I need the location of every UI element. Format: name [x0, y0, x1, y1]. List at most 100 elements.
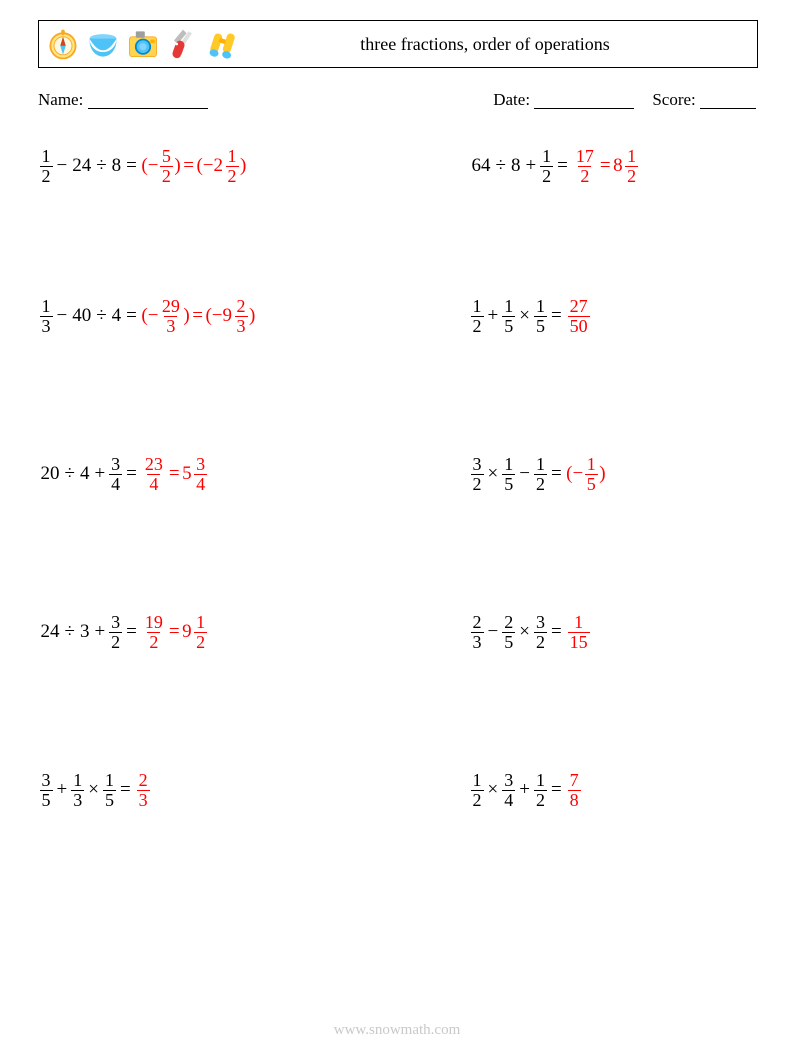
operator: × — [485, 779, 501, 801]
header-box: three fractions, order of operations — [38, 20, 758, 68]
fraction: 78 — [566, 771, 582, 810]
footer-url: www.snowmath.com — [0, 1022, 794, 1039]
operator: ÷ — [94, 155, 109, 177]
integer: 24 — [70, 155, 94, 177]
fraction: 2750 — [566, 297, 591, 336]
integer: 4 — [77, 463, 92, 485]
integer: 24 — [38, 621, 62, 643]
problem-cell: 12+15×15=2750 — [397, 285, 756, 336]
operator: − — [485, 621, 501, 643]
problem-cell: 24÷3+32=192=912 — [38, 601, 397, 652]
math-expression: 24÷3+32=192=912 — [38, 613, 209, 652]
fraction: 32 — [469, 455, 485, 494]
operator: ÷ — [62, 621, 77, 643]
fraction: 13 — [38, 297, 54, 336]
answer-part: 78 — [566, 771, 582, 810]
fraction: 15 — [101, 771, 117, 810]
operator: = — [548, 621, 564, 643]
operator: × — [517, 305, 533, 327]
problem-cell: 35+13×15=23 — [38, 759, 397, 810]
operator: = — [181, 155, 197, 177]
math-expression: 20÷4+34=234=534 — [38, 455, 209, 494]
integer: 8 — [109, 155, 124, 177]
operator: + — [92, 621, 108, 643]
operator: = — [166, 621, 182, 643]
worksheet-title: three fractions, order of operations — [241, 34, 757, 55]
integer: 4 — [109, 305, 124, 327]
operator: ÷ — [493, 155, 508, 177]
operator: + — [523, 155, 539, 177]
fraction: 12 — [532, 455, 548, 494]
fraction: 192 — [141, 613, 166, 652]
problem-row: 13−40÷4=(−293)=(−923)12+15×15=2750 — [38, 285, 756, 443]
operator: × — [517, 621, 533, 643]
operator: × — [86, 779, 102, 801]
problem-part: 64÷8+12= — [469, 147, 570, 186]
date-blank — [534, 90, 634, 109]
integer: 40 — [70, 305, 94, 327]
integer: 20 — [38, 463, 62, 485]
problem-cell: 12−24÷8=(−52)=(−212) — [38, 135, 397, 186]
fraction: 172 — [572, 147, 597, 186]
fraction: 34 — [108, 455, 124, 494]
integer: 3 — [77, 621, 92, 643]
problem-cell: 20÷4+34=234=534 — [38, 443, 397, 494]
fraction: 13 — [70, 771, 86, 810]
integer: 64 — [469, 155, 493, 177]
header-icons — [39, 26, 241, 62]
score-blank — [700, 90, 756, 109]
problem-row: 35+13×15=2312×34+12=78 — [38, 759, 756, 917]
fraction: 23 — [469, 613, 485, 652]
answer-part: 115 — [566, 613, 591, 652]
fraction: 52 — [158, 147, 174, 186]
operator: = — [548, 463, 564, 485]
operator: = — [124, 621, 140, 643]
operator: × — [485, 463, 501, 485]
answer-part: 172=812 — [572, 147, 639, 186]
fraction: 12 — [539, 147, 555, 186]
answer-part: 2750 — [566, 297, 591, 336]
fraction: 32 — [108, 613, 124, 652]
problem-cell: 64÷8+12=172=812 — [397, 135, 756, 186]
fraction: 15 — [501, 297, 517, 336]
answer-part: 192=912 — [141, 613, 208, 652]
math-expression: 64÷8+12=172=812 — [469, 147, 640, 186]
problem-part: 13−40÷4= — [38, 297, 139, 336]
camera-icon — [125, 26, 161, 62]
text-token: (− — [566, 463, 583, 485]
operator: = — [597, 155, 613, 177]
answer-part: 23 — [135, 771, 151, 810]
fraction: 115 — [566, 613, 591, 652]
math-expression: 23−25×32=115 — [469, 613, 591, 652]
problem-row: 12−24÷8=(−52)=(−212)64÷8+12=172=812 — [38, 135, 756, 285]
problem-row: 24÷3+32=192=91223−25×32=115 — [38, 601, 756, 759]
fraction: 34 — [501, 771, 517, 810]
date-label: Date: — [493, 90, 530, 110]
mixed-number: 534 — [182, 455, 209, 494]
name-label: Name: — [38, 90, 83, 110]
score-label: Score: — [652, 90, 695, 110]
text-token: (− — [141, 155, 158, 177]
operator: = — [117, 779, 133, 801]
operator: + — [92, 463, 108, 485]
operator: − — [517, 463, 533, 485]
operator: = — [548, 779, 564, 801]
fraction: 293 — [158, 297, 183, 336]
problem-part: 20÷4+34= — [38, 455, 139, 494]
text-token: (− — [141, 305, 158, 327]
operator: = — [190, 305, 206, 327]
mixed-number: 212 — [214, 147, 241, 186]
binoculars-icon — [205, 26, 241, 62]
answer-part: (−52)=(−212) — [141, 147, 246, 186]
operator: − — [54, 155, 70, 177]
text-token: (− — [196, 155, 213, 177]
fraction: 32 — [532, 613, 548, 652]
problems-grid: 12−24÷8=(−52)=(−212)64÷8+12=172=81213−40… — [38, 135, 756, 917]
problem-cell: 23−25×32=115 — [397, 601, 756, 652]
compass-icon — [45, 26, 81, 62]
problem-part: 12−24÷8= — [38, 147, 139, 186]
math-expression: 12−24÷8=(−52)=(−212) — [38, 147, 246, 186]
operator: = — [124, 305, 140, 327]
mixed-number: 923 — [223, 297, 250, 336]
fraction: 25 — [501, 613, 517, 652]
